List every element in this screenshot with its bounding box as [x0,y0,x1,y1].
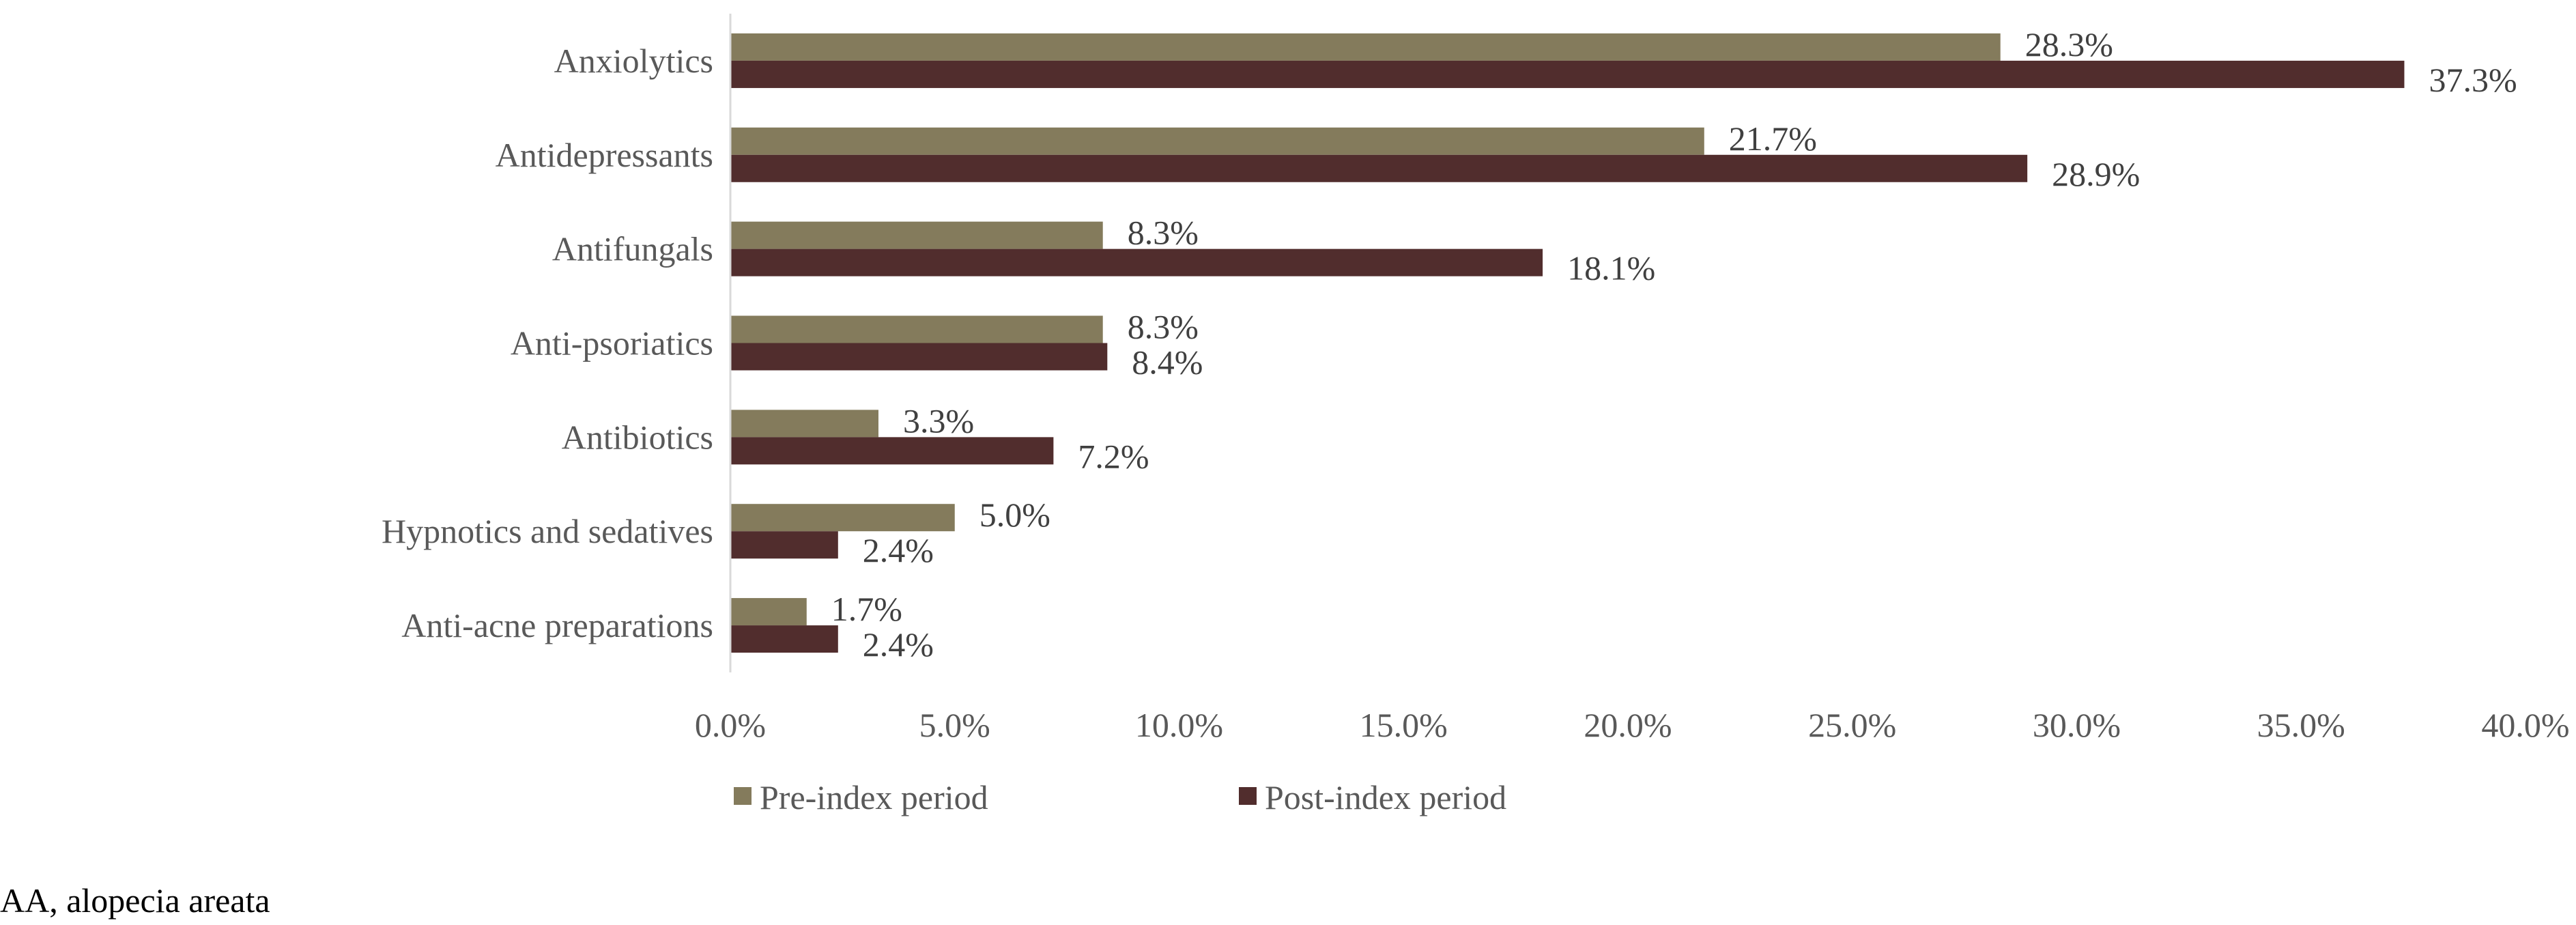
category-label: Antidepressants [496,136,713,174]
bar-post-index [730,625,838,653]
bar-post-index [730,248,1543,276]
x-tick-label: 25.0% [1808,706,1896,744]
bar-pre-index [730,221,1103,249]
bar-pre-index [730,598,807,626]
footnote: AA, alopecia areata [0,881,270,920]
x-tick-label: 35.0% [2257,706,2345,744]
category-label: Anti-psoriatics [511,324,713,362]
category-label: Hypnotics and sedatives [382,512,713,550]
bar-post-index [730,437,1054,465]
x-tick-label: 0.0% [695,706,766,744]
data-label: 3.3% [903,401,974,440]
bar-post-index [730,531,838,559]
legend-label: Pre-index period [760,778,988,816]
data-label: 21.7% [1729,119,1817,158]
legend-swatch [1239,787,1257,805]
data-labels: 28.3%37.3%21.7%28.9%8.3%18.1%8.3%8.4%3.3… [831,25,2517,664]
data-label: 1.7% [831,590,902,628]
legend-label: Post-index period [1265,778,1506,816]
bar-pre-index [730,127,1704,155]
data-label: 37.3% [2429,61,2517,99]
bar-pre-index [730,410,878,438]
bar-post-index [730,60,2405,88]
x-tick-label: 5.0% [919,706,990,744]
x-tick-label: 20.0% [1584,706,1672,744]
bars-group [730,33,2405,653]
legend-swatch [734,787,752,805]
x-tick-labels: 0.0% 5.0% 10.0% 15.0% 20.0% 25.0% 30.0% 35.0% 40… [695,706,2570,744]
bar-post-index [730,343,1108,371]
data-label: 8.4% [1132,343,1203,382]
data-label: 8.3% [1128,308,1199,346]
data-label: 18.1% [1567,249,1655,287]
data-label: 2.4% [863,625,934,664]
bar-pre-index [730,504,955,532]
legend: Pre-index period Post-index period [734,778,1506,816]
category-label: Antifungals [552,230,713,268]
x-tick-label: 10.0% [1135,706,1223,744]
data-label: 5.0% [979,496,1050,534]
x-tick-label: 40.0% [2481,706,2569,744]
x-tick-label: 30.0% [2033,706,2121,744]
data-label: 28.9% [2052,155,2140,193]
data-label: 2.4% [863,531,934,569]
bar-pre-index [730,33,2001,61]
x-tick-label: 15.0% [1360,706,1448,744]
bar-post-index [730,154,2028,182]
data-label: 8.3% [1128,214,1199,252]
bar-pre-index [730,315,1103,343]
category-labels: Anxiolytics Antidepressants Antifungals Ant… [382,42,713,644]
bar-chart: Anxiolytics Antidepressants Antifungals Ant… [382,14,2570,816]
data-label: 28.3% [2025,25,2113,63]
data-label: 7.2% [1078,437,1149,475]
category-label: Anxiolytics [554,42,713,80]
category-label: Antibiotics [562,418,713,456]
category-label: Anti-acne preparations [401,606,713,644]
